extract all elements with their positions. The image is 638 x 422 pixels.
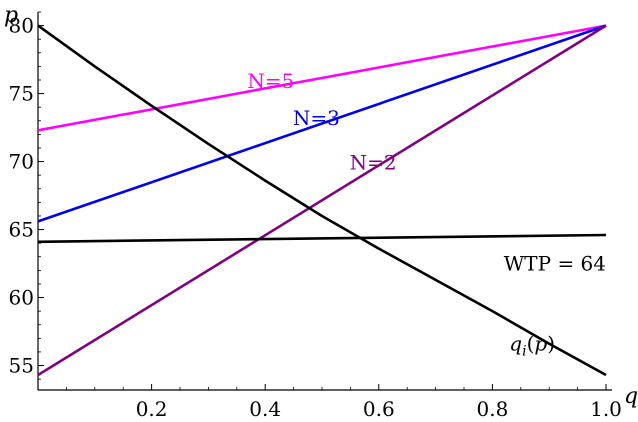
series-labels: N=5 N=3 N=2 WTP = 64 qi(p) (247, 69, 606, 359)
series-lines (37, 24, 607, 377)
x-axis-title: q (624, 384, 638, 409)
x-tick-label: 1.0 (590, 397, 622, 421)
label-n2: N=2 (350, 151, 397, 175)
y-tick-label: 55 (9, 354, 34, 378)
label-wtp: WTP = 64 (504, 251, 606, 275)
x-tick-label: 0.4 (249, 397, 281, 421)
y-tick-label: 80 (9, 14, 34, 38)
y-tick-label: 60 (9, 286, 34, 310)
y-tick-label: 65 (9, 218, 34, 242)
x-ticks: 0.2 0.4 0.6 0.8 1.0 (66, 384, 622, 421)
series-n5-line (37, 24, 607, 132)
series-n3-line (37, 24, 607, 223)
x-tick-label: 0.8 (476, 397, 508, 421)
label-n3: N=3 (293, 106, 340, 130)
y-ticks: 55 60 65 70 75 80 (9, 11, 44, 380)
y-tick-label: 70 (9, 150, 34, 174)
label-n5: N=5 (247, 69, 294, 93)
y-axis-title: p (4, 3, 18, 28)
x-tick-label: 0.2 (136, 397, 168, 421)
series-n2-line (37, 24, 607, 377)
y-tick-label: 75 (9, 82, 34, 106)
label-qi: qi(p) (509, 332, 555, 360)
axes: q p (4, 3, 638, 409)
series-qi-line (37, 24, 607, 377)
x-tick-label: 0.6 (363, 397, 395, 421)
series-wtp-line (37, 233, 607, 244)
